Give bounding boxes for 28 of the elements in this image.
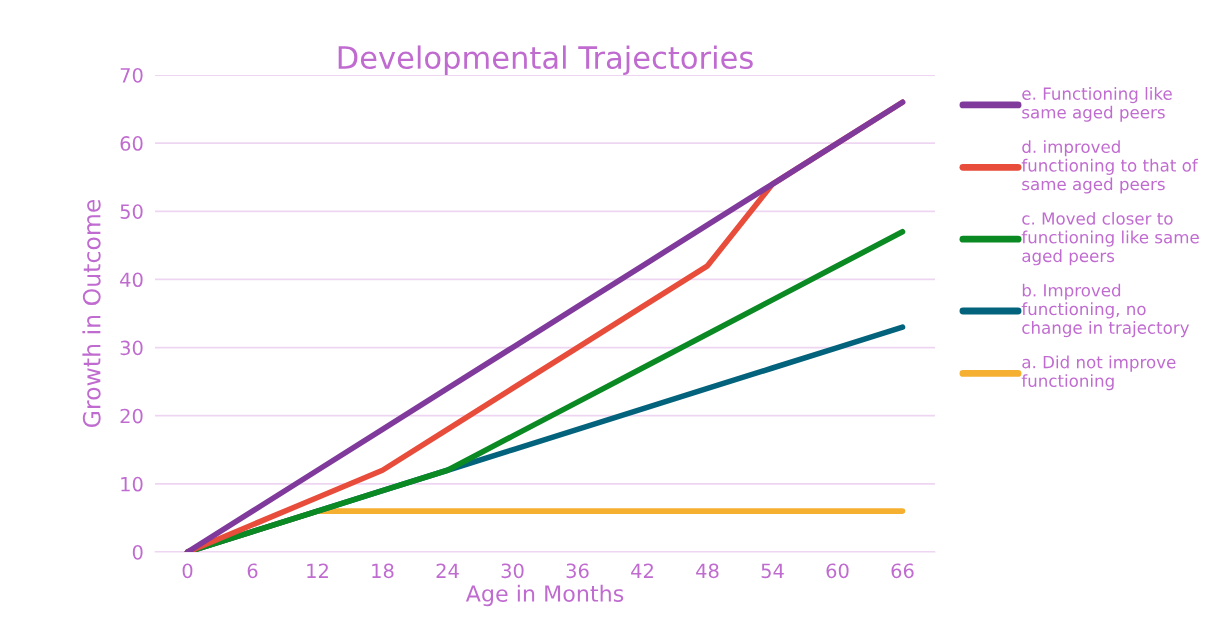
x-axis-title: Age in Months — [465, 584, 624, 607]
y-tick-label: 0 — [132, 544, 143, 560]
x-tick-label: 60 — [826, 563, 849, 579]
y-tick-label: 60 — [120, 136, 143, 151]
x-tick-label: 6 — [247, 563, 258, 579]
x-tick-label: 66 — [891, 563, 914, 579]
chart-title: Developmental Trajectories — [338, 45, 753, 75]
x-tick-label: 18 — [372, 563, 394, 579]
legend-label: c. Moved closer to functioning like same aged peers — [1021, 211, 1199, 266]
x-tick-label: 48 — [696, 563, 719, 579]
legend-label: e. Functioning like same aged peers — [1022, 87, 1172, 122]
x-tick-label: 0 — [182, 563, 193, 579]
x-tick-label: 54 — [761, 563, 784, 579]
y-tick-label: 50 — [120, 204, 143, 219]
y-tick-label: 10 — [121, 476, 143, 492]
legend-label: b. Improved functioning, no change in trajectory — [1021, 283, 1190, 338]
y-axis-title: Growth in Outcome — [82, 199, 101, 428]
y-tick-label: 20 — [120, 408, 143, 424]
x-tick-label: 24 — [436, 563, 459, 578]
legend-label: d. improved functioning to that of same aged peers — [1021, 140, 1199, 194]
y-tick-label: 40 — [120, 272, 143, 288]
x-tick-label: 42 — [631, 563, 653, 578]
x-tick-label: 30 — [501, 563, 524, 579]
x-tick-label: 36 — [566, 563, 589, 579]
x-tick-label: 12 — [307, 563, 328, 578]
y-tick-label: 70 — [120, 67, 143, 83]
legend-label: a. Did not improve functioning — [1021, 355, 1176, 391]
y-tick-label: 30 — [120, 340, 143, 356]
